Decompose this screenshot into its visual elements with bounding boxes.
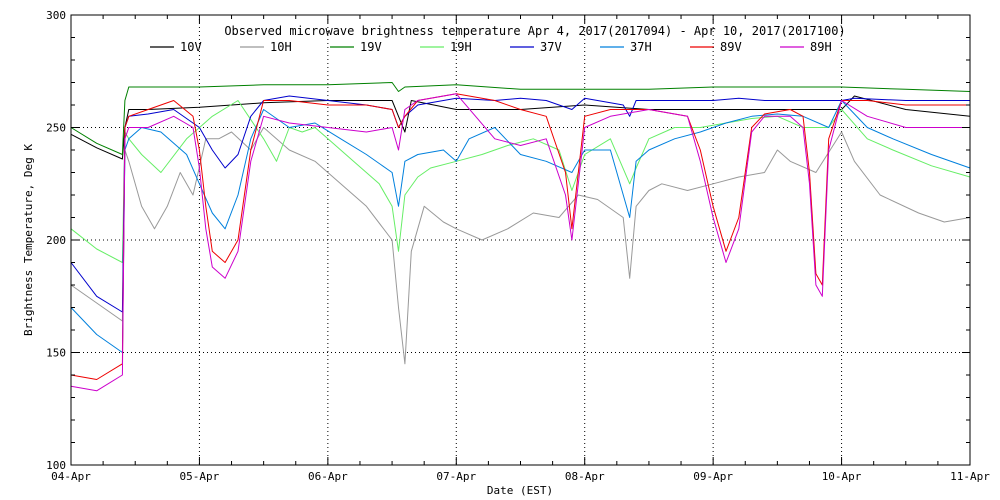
y-tick-label: 300 [46,9,66,22]
y-axis-label: Brightness Temperature, Deg K [22,144,35,336]
legend-label-37v: 37V [540,40,562,54]
legend-label-10v: 10V [180,40,202,54]
legend-label-19h: 19H [450,40,472,54]
x-tick-label: 05-Apr [180,470,220,483]
x-tick-label: 06-Apr [308,470,348,483]
series-line-37v [70,95,970,313]
series-line-89v [70,93,970,380]
legend-label-89h: 89H [810,40,832,54]
x-tick-label: 09-Apr [693,470,733,483]
series-line-19v [70,82,971,155]
x-tick-label: 07-Apr [436,470,476,483]
legend-label-10h: 10H [270,40,292,54]
y-tick-label: 150 [46,347,66,360]
legend: 10V 10H 19V 19H 37V 37H 89V 89H [150,40,832,54]
legend-label-19v: 19V [360,40,382,54]
series-line-10v [70,95,971,160]
legend-label-89v: 89V [720,40,742,54]
y-tick-label: 250 [46,122,66,135]
legend-label-37h: 37H [630,40,652,54]
y-tick-label: 200 [46,234,66,247]
x-tick-label: 04-Apr [51,470,91,483]
y-tick-label: 100 [46,459,66,472]
x-tick-label: 08-Apr [565,470,605,483]
chart-title: Observed microwave brightness temperatur… [224,24,845,38]
tick-labels: 100 150 200 250 300 04-Apr 05-Apr 06-Apr 07-Apr 0… [46,9,990,483]
x-tick-label: 11-Apr [950,470,990,483]
series-line-10h [70,127,971,365]
x-tick-label: 10-Apr [822,470,862,483]
x-axis-label: Date (EST) [487,484,553,497]
series-group [70,82,971,392]
grid [71,15,970,465]
ticks [70,14,971,466]
series-line-89h [70,93,970,392]
series-line-37h [70,100,971,353]
